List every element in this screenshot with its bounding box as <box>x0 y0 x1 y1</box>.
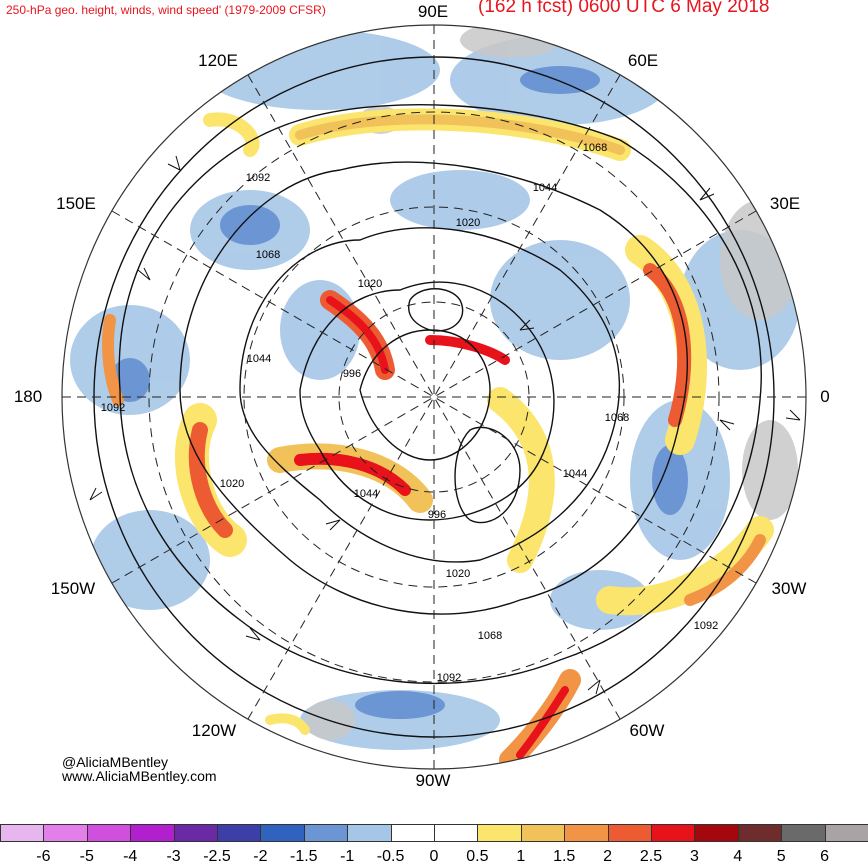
colorbar-tick-label: 2 <box>603 848 613 865</box>
contour-value-labels: 1092 1068 1044 1020 996 1020 1044 1068 1… <box>101 142 718 684</box>
lon-label-30w: 30W <box>771 579 807 598</box>
contour-label: 1092 <box>101 402 125 414</box>
contour-label: 1044 <box>533 182 557 194</box>
colorbar-tick-label: -2.5 <box>203 848 231 865</box>
contour-label: 1044 <box>563 468 587 480</box>
lon-label-150w: 150W <box>50 579 96 598</box>
colorbar-tick-label: -1.5 <box>290 848 318 865</box>
forecast-valid-time: (162 h fcst) 0600 UTC 6 May 2018 <box>478 0 770 17</box>
contour-label: 1092 <box>437 672 461 684</box>
lon-label-120e: 120E <box>198 51 238 70</box>
colorbar-swatch <box>173 824 218 842</box>
colorbar-tick-label: 4 <box>733 848 743 865</box>
colorbar-swatch <box>607 824 652 842</box>
colorbar-tick-label: -4 <box>123 848 138 865</box>
colorbar-tick-label: 3 <box>689 848 699 865</box>
colorbar-swatch <box>43 824 88 842</box>
contour-label: 996 <box>343 368 361 380</box>
colorbar-swatch <box>651 824 696 842</box>
contour-label: 1092 <box>246 172 270 184</box>
colorbar-tick-label: 0 <box>429 848 439 865</box>
colorbar-swatch <box>86 824 132 842</box>
contour-label: 1044 <box>354 488 378 500</box>
contour-label: 1020 <box>456 217 480 229</box>
colorbar-tick-label: 1.5 <box>553 848 576 865</box>
colorbar-swatch <box>520 824 566 842</box>
lon-label-150e: 150E <box>56 194 96 213</box>
colorbar-swatch <box>781 824 826 842</box>
colorbar-swatch <box>737 824 783 842</box>
colorbar-tick-label: -2 <box>253 848 268 865</box>
jet-streak-shading <box>102 108 774 769</box>
lon-label-90w: 90W <box>415 771 451 790</box>
colorbar-tick-label: 2.5 <box>639 848 663 865</box>
colorbar-tick-label: -5 <box>79 848 94 865</box>
contour-label: 1020 <box>358 278 382 290</box>
colorbar-swatch <box>477 824 522 842</box>
lon-label-180: 180 <box>13 387 43 406</box>
colorbar-tick-label: -3 <box>166 848 181 865</box>
colorbar-swatch <box>0 824 45 842</box>
colorbar-swatch <box>217 824 262 842</box>
wind-barbs <box>89 155 801 695</box>
contour-label: 1044 <box>247 353 271 365</box>
colorbar-tick-label: -6 <box>36 848 51 865</box>
colorbar-tick-label: 5 <box>776 848 786 865</box>
lon-label-120w: 120W <box>191 721 237 740</box>
map-disc: 1092 1068 1044 1020 996 1020 1044 1068 1… <box>62 25 806 769</box>
colorbar-swatch <box>564 824 609 842</box>
colorbar-tick-label: 1 <box>516 848 526 865</box>
map-border <box>61 24 807 770</box>
contour-label: 1068 <box>256 249 280 261</box>
colorbar-swatch <box>390 824 435 842</box>
lon-label-90e: 90E <box>417 2 449 21</box>
colorbar-tick-label: 6 <box>820 848 830 865</box>
lon-label-60w: 60W <box>629 721 665 740</box>
strong-negative-anomaly-shading <box>110 66 688 719</box>
contour-label: 1020 <box>220 478 244 490</box>
colorbar-swatch <box>303 824 349 842</box>
contour-label: 996 <box>428 509 446 521</box>
contour-label: 1068 <box>605 412 629 424</box>
contour-label: 1092 <box>694 620 718 632</box>
colorbar-swatch <box>347 824 392 842</box>
map-title: 250-hPa geo. height, winds, wind speed' … <box>6 3 326 17</box>
author-handle: @AliciaMBentley <box>62 754 169 770</box>
colorbar-tick-label: 0.5 <box>466 848 489 865</box>
colorbar-swatch <box>434 824 479 842</box>
contour-label: 1068 <box>478 630 502 642</box>
graticule <box>62 25 806 769</box>
author-website: www.AliciaMBentley.com <box>62 768 217 784</box>
colorbar-tick-label: -1 <box>340 848 355 865</box>
lon-label-0: 0 <box>820 387 830 406</box>
lon-label-60e: 60E <box>627 51 659 70</box>
colorbar-swatch <box>694 824 739 842</box>
colorbar-swatch <box>824 824 868 842</box>
contour-label: 1020 <box>446 568 470 580</box>
lon-label-30e: 30E <box>769 194 801 213</box>
colorbar-swatch <box>260 824 305 842</box>
colorbar-swatch <box>130 824 175 842</box>
colorbar-tick-label: -0.5 <box>376 848 405 865</box>
contour-label: 1068 <box>583 142 607 154</box>
